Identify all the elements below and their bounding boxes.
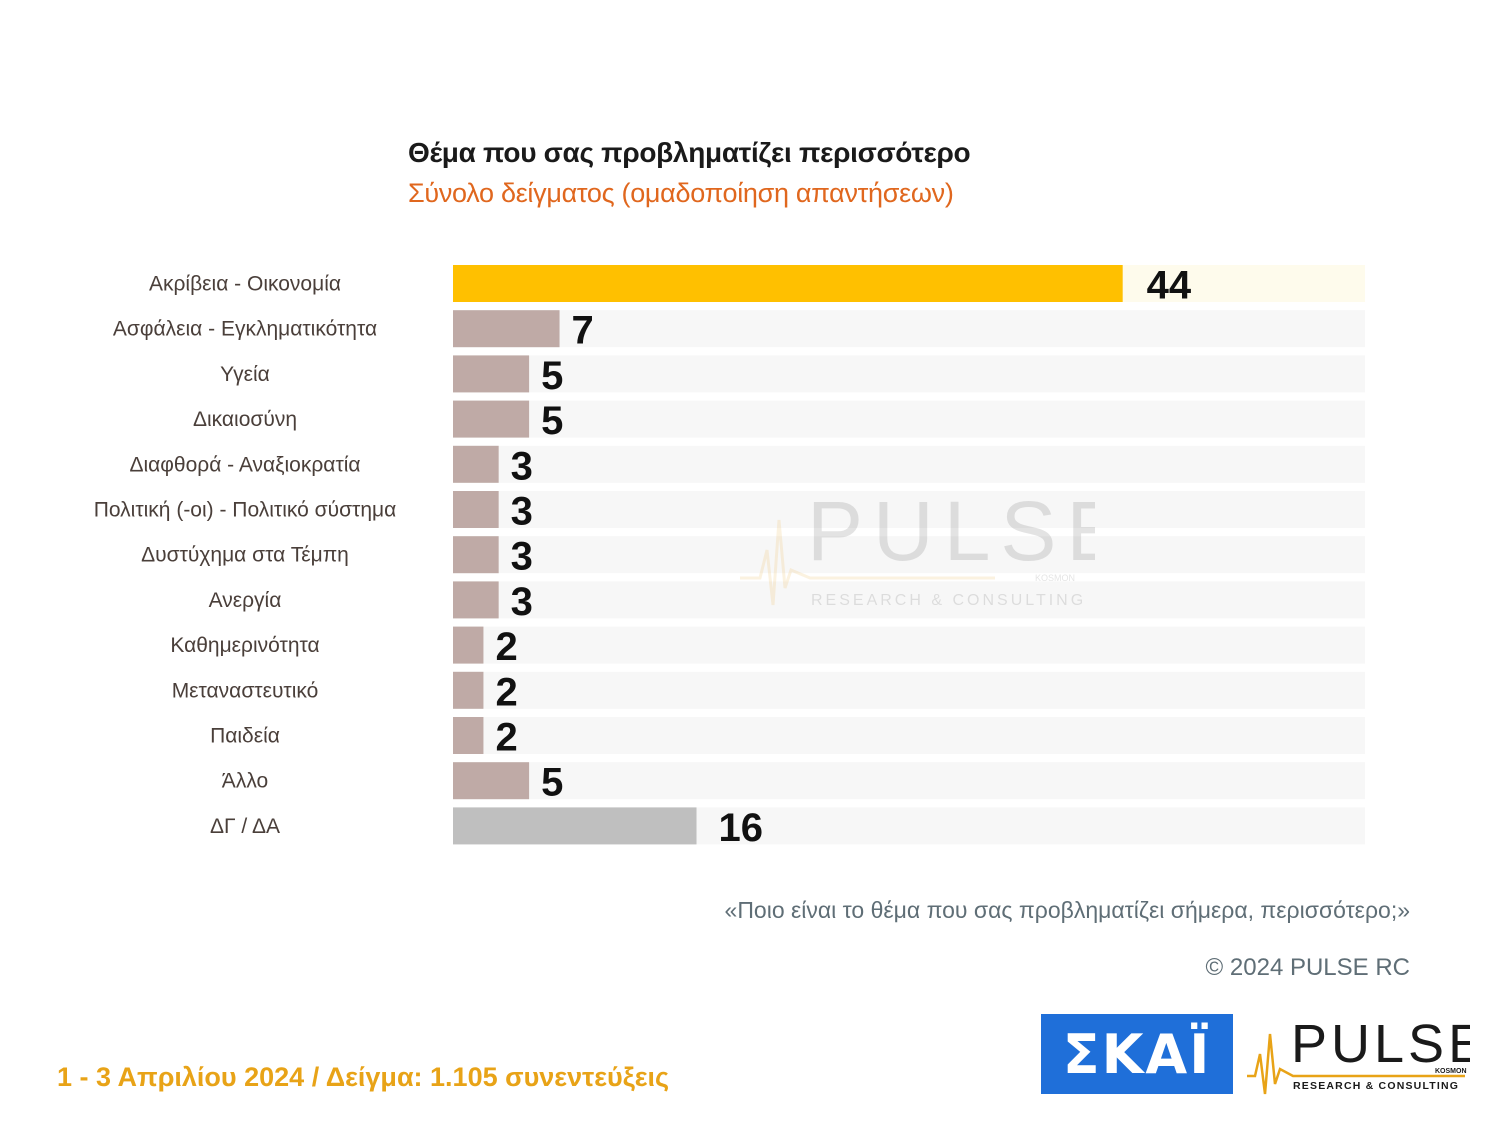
bar-5 <box>453 445 499 483</box>
value-label-9: 2 <box>495 625 517 669</box>
bar-7 <box>453 536 499 574</box>
category-label-13: ΔΓ / ΔΑ <box>210 815 280 838</box>
value-label-6: 3 <box>511 490 533 534</box>
value-label-7: 3 <box>511 535 533 579</box>
category-label-9: Καθημερινότητα <box>170 634 319 657</box>
bar-12 <box>453 762 530 800</box>
pulse-watermark: PULSE KOSMON RESEARCH & CONSULTING <box>740 490 1095 609</box>
bar-3 <box>453 355 530 393</box>
category-label-11: Παιδεία <box>210 725 280 748</box>
bar-track <box>453 445 1365 483</box>
value-label-13: 16 <box>719 806 764 850</box>
category-label-2: Ασφάλεια - Εγκληματικότητα <box>113 318 377 341</box>
category-label-6: Πολιτική (-οι) - Πολιτικό σύστημα <box>94 499 397 522</box>
value-label-10: 2 <box>495 670 517 714</box>
bar-track <box>453 717 1365 754</box>
value-label-4: 5 <box>541 399 563 443</box>
pulse-logo-sub: KOSMON <box>1435 1068 1467 1075</box>
copyright: © 2024 PULSE RC <box>1205 954 1410 981</box>
watermark-brand: PULSE <box>807 490 1095 578</box>
category-label-8: Ανεργία <box>209 589 282 612</box>
pulse-logo-tagline: RESEARCH & CONSULTING <box>1293 1080 1459 1092</box>
bar-2 <box>453 310 560 348</box>
pulse-logo: PULSE KOSMON RESEARCH & CONSULTING <box>1247 1014 1470 1095</box>
bar-chart: Ακρίβεια - Οικονομία Ασφάλεια - Εγκληματι… <box>94 264 1365 850</box>
bar-10 <box>453 671 484 709</box>
category-label-4: Δικαιοσύνη <box>193 408 297 431</box>
bar-6 <box>453 491 499 528</box>
survey-question: «Ποιο είναι το θέμα που σας προβληματίζε… <box>724 897 1410 923</box>
bar-track <box>453 762 1365 800</box>
value-label-11: 2 <box>495 716 517 760</box>
watermark-tagline: RESEARCH & CONSULTING <box>811 592 1086 609</box>
bar-track <box>453 491 1365 528</box>
survey-info-footer: 1 - 3 Απριλίου 2024 / Δείγμα: 1.105 συνε… <box>57 1062 670 1092</box>
category-label-7: Δυστύχημα στα Τέμπη <box>141 544 349 567</box>
bar-track <box>453 581 1365 619</box>
bar-track <box>453 536 1365 574</box>
bar-track <box>453 310 1365 348</box>
bar-4 <box>453 400 530 438</box>
value-label-1: 44 <box>1147 264 1192 308</box>
category-label-1: Ακρίβεια - Οικονομία <box>149 273 341 296</box>
bar-8 <box>453 581 499 619</box>
bar-11 <box>453 717 484 754</box>
bar-track <box>453 400 1365 438</box>
value-label-8: 3 <box>511 580 533 624</box>
skai-logo: ΣΚΑΪ <box>1041 1014 1233 1094</box>
category-label-10: Μεταναστευτικό <box>172 679 319 702</box>
pulse-logo-line <box>1247 1033 1465 1095</box>
bar-13 <box>453 807 697 845</box>
category-label-12: Άλλο <box>222 770 268 793</box>
watermark-pulse-line <box>740 519 995 606</box>
category-label-5: Διαφθορά - Αναξιοκρατία <box>129 453 360 476</box>
value-label-3: 5 <box>541 354 563 398</box>
category-label-3: Υγεία <box>220 363 270 386</box>
chart-subtitle: Σύνολο δείγματος (ομαδοποίηση απαντήσεων… <box>408 178 954 208</box>
bar-9 <box>453 626 484 664</box>
chart-title: Θέμα που σας προβληματίζει περισσότερο <box>408 137 971 168</box>
value-label-2: 7 <box>572 309 594 353</box>
bar-track <box>453 355 1365 393</box>
bar-1 <box>453 265 1123 302</box>
pulse-logo-brand: PULSE <box>1291 1014 1470 1074</box>
bar-track <box>453 671 1365 709</box>
watermark-sub: KOSMON <box>1035 573 1075 583</box>
value-label-12: 5 <box>541 761 563 805</box>
bar-track <box>453 626 1365 664</box>
value-label-5: 3 <box>511 444 533 488</box>
